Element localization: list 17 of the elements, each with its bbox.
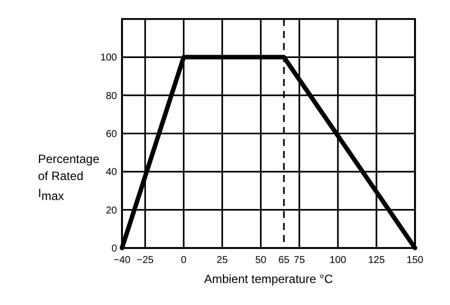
x-tick-label: 25 [216, 255, 228, 266]
x-tick-label: 75 [294, 255, 306, 266]
y-tick-label: 100 [100, 52, 118, 64]
y-tick-label: 40 [106, 167, 118, 178]
x-tick-label: 150 [406, 255, 424, 266]
x-tick-label: −40 [114, 255, 131, 266]
y-tick-label: 60 [106, 129, 118, 140]
x-tick-label: −25 [136, 255, 154, 266]
y-tick-label: 20 [106, 205, 118, 216]
x-tick-label: 125 [368, 255, 386, 266]
y-tick-label: 0 [111, 244, 118, 254]
x-tick-label: 0 [180, 255, 187, 266]
x-tick-label: 100 [330, 255, 347, 266]
x-tick-label: 65 [278, 255, 290, 266]
y-tick-label: 80 [106, 90, 118, 102]
x-axis-title: Ambient temperature °C [204, 272, 334, 286]
x-tick-label: 50 [255, 255, 267, 266]
